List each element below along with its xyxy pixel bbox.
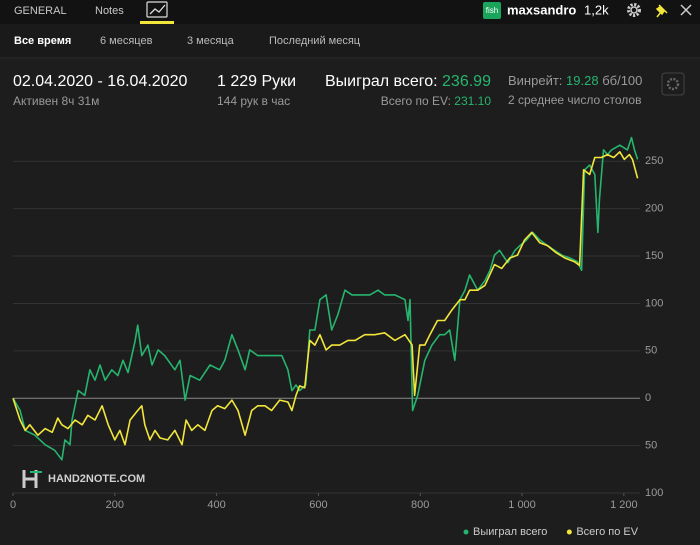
close-x bbox=[680, 4, 692, 16]
settings-icon[interactable] bbox=[627, 3, 641, 17]
x-tick-label: 800 bbox=[411, 499, 429, 511]
won-label: Выиграл всего: bbox=[325, 73, 438, 90]
period-tab[interactable]: Последний месяц bbox=[269, 35, 361, 47]
watermark: HAND2NOTE.COM bbox=[22, 470, 145, 488]
x-tick-label: 200 bbox=[106, 499, 124, 511]
hands: 1 229 Руки bbox=[217, 73, 296, 90]
period-tab[interactable]: Все время bbox=[14, 35, 71, 47]
winrate-label: Винрейт: bbox=[508, 73, 562, 88]
y-tick-label: 0 bbox=[645, 392, 651, 404]
hands-per-hour: 144 рук в час bbox=[217, 94, 290, 108]
winrate: Винрейт: 19.28 бб/100 bbox=[508, 73, 642, 88]
winrate-unit: бб/100 bbox=[602, 73, 642, 88]
icon-line bbox=[149, 4, 166, 15]
y-tick-label: 100 bbox=[645, 297, 663, 309]
period-tab[interactable]: 6 месяцев bbox=[100, 35, 153, 47]
plot: 100 50 0 50 100 150 200 250 0 200 400 600 800 1 000 1 … bbox=[10, 136, 663, 538]
ev-label: Всего по EV: bbox=[381, 94, 451, 108]
won-value: 236.99 bbox=[442, 73, 491, 90]
y-tick-label: 50 bbox=[645, 345, 657, 357]
winrate-value: 19.28 bbox=[566, 73, 599, 88]
won-total: Выиграл всего: 236.99 bbox=[325, 73, 491, 90]
period-tab[interactable]: 3 месяца bbox=[187, 35, 235, 47]
x-tick-label: 1 200 bbox=[610, 499, 638, 511]
tab[interactable]: Notes bbox=[95, 5, 124, 17]
period-bar bbox=[0, 24, 700, 58]
y-tick-label: 50 bbox=[645, 440, 657, 452]
pin-icon[interactable] bbox=[655, 4, 668, 18]
watermark-text: HAND2NOTE.COM bbox=[48, 473, 145, 485]
top-bar bbox=[0, 0, 700, 24]
tables: 2 среднее число столов bbox=[508, 93, 641, 107]
series-line bbox=[12, 151, 639, 446]
username[interactable]: maxsandro bbox=[507, 2, 576, 17]
date-range: 02.04.2020 - 16.04.2020 bbox=[13, 73, 187, 90]
y-tick-label: 150 bbox=[645, 250, 663, 262]
settings-box bbox=[661, 72, 685, 96]
active-tab-underline bbox=[140, 21, 174, 24]
legend-label: Всего по EV bbox=[576, 526, 638, 538]
pin bbox=[655, 4, 668, 18]
x-tick-label: 400 bbox=[207, 499, 225, 511]
x-tick-label: 600 bbox=[309, 499, 327, 511]
legend-marker bbox=[463, 529, 469, 535]
ev-value: 231.10 bbox=[454, 94, 491, 108]
tab[interactable]: GENERAL bbox=[14, 5, 67, 17]
y-tick-label: 100 bbox=[645, 487, 663, 499]
chart-tab-icon[interactable] bbox=[146, 1, 168, 18]
icon-frame bbox=[146, 1, 168, 18]
chart-settings[interactable] bbox=[661, 72, 685, 96]
y-tick-label: 250 bbox=[645, 155, 663, 167]
legend-marker bbox=[566, 529, 572, 535]
y-tick-label: 200 bbox=[645, 203, 663, 215]
close-icon[interactable] bbox=[680, 4, 692, 16]
gear-teeth bbox=[627, 3, 641, 17]
badge: fish bbox=[486, 6, 498, 15]
legend: Выиграл всего Всего по EV bbox=[463, 526, 639, 538]
x-tick-label: 1 000 bbox=[508, 499, 536, 511]
ev-total: Всего по EV: 231.10 bbox=[381, 94, 492, 108]
x-tick-label: 0 bbox=[10, 499, 16, 511]
count: 1,2k bbox=[584, 2, 609, 17]
gear-teeth bbox=[666, 77, 680, 91]
gear-body bbox=[630, 6, 638, 14]
badge-bg bbox=[483, 2, 501, 19]
active-time: Активен 8ч 31м bbox=[13, 94, 99, 108]
legend-label: Выиграл всего bbox=[473, 526, 547, 538]
